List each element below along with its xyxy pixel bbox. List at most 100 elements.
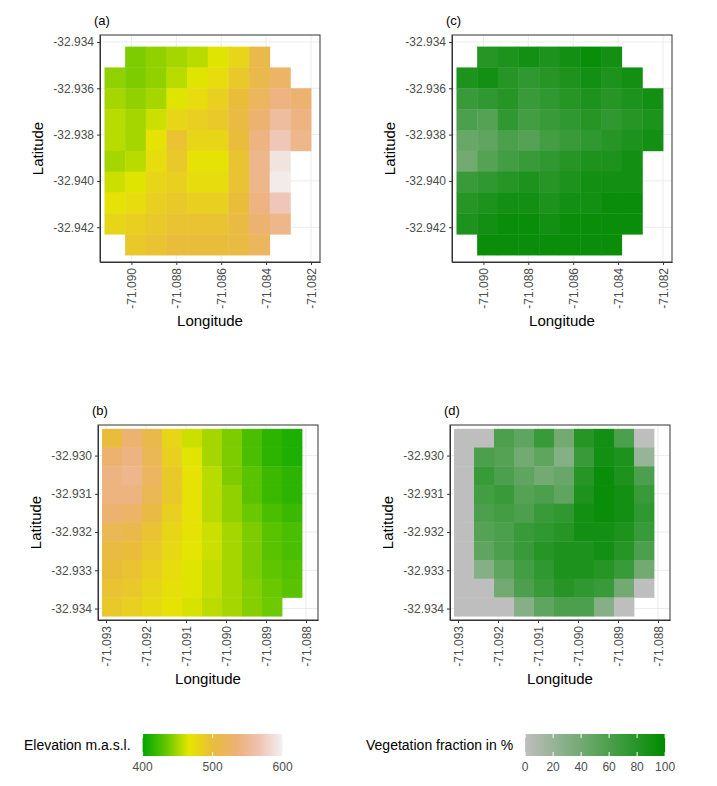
raster-cell (514, 541, 534, 560)
axis-line (453, 262, 673, 263)
raster-cell (162, 523, 182, 542)
tick-mark (447, 609, 450, 610)
panel-border (450, 425, 670, 620)
tick-mark (95, 609, 98, 610)
tick-mark (146, 620, 147, 623)
tick-label: -32.940 (53, 174, 94, 188)
raster-cell (222, 429, 242, 448)
axis-line (98, 426, 99, 621)
tick-mark (266, 620, 267, 623)
raster-cell (104, 172, 125, 193)
raster-cell (514, 448, 534, 467)
raster-cell (166, 109, 187, 130)
axis-title: Latitude (29, 122, 46, 175)
raster-cell (539, 130, 560, 151)
raster-cell (102, 579, 122, 598)
raster-cell (514, 485, 534, 504)
raster-cell (554, 466, 574, 485)
tick-label: -32.933 (403, 564, 444, 578)
raster-cell (574, 485, 594, 504)
raster-cell (125, 234, 146, 255)
tick: -71.090 (572, 620, 586, 667)
tick: -71.082 (305, 262, 319, 309)
raster-cell (642, 130, 663, 151)
raster-cell (498, 47, 519, 68)
raster-cell (554, 485, 574, 504)
colorbar-tick (282, 734, 283, 738)
raster-cell (146, 193, 167, 214)
panel-border (100, 35, 320, 262)
raster-cell (534, 466, 554, 485)
y-axis: -32.930-32.931-32.932-32.933-32.934 (51, 426, 98, 621)
raster-cell (208, 213, 229, 234)
raster-cell (162, 429, 182, 448)
raster-cell (102, 429, 122, 448)
raster-cell (634, 541, 654, 560)
raster-cell (614, 579, 634, 598)
colorbar-bar (143, 734, 283, 756)
raster-cell (474, 560, 494, 579)
raster-cell (560, 234, 581, 255)
plot-background (100, 35, 320, 262)
raster-cell (262, 560, 282, 579)
raster-cell (102, 466, 122, 485)
raster-cell (518, 130, 539, 151)
raster-cell (270, 193, 291, 214)
tick-label: -71.089 (260, 626, 274, 667)
raster-cell (122, 429, 142, 448)
raster-cell (262, 448, 282, 467)
raster-cell (222, 504, 242, 523)
raster-cell (166, 213, 187, 234)
tick-mark (498, 620, 499, 623)
raster-cell (554, 541, 574, 560)
raster-cell (539, 213, 560, 234)
raster-cell (634, 560, 654, 579)
raster-cell (614, 485, 634, 504)
raster-cell (162, 597, 182, 616)
tick-label: -32.934 (405, 35, 446, 49)
raster-cell (228, 109, 249, 130)
tick-mark (447, 456, 450, 457)
raster-cell (560, 109, 581, 130)
raster-cell (514, 466, 534, 485)
tick-label: -32.938 (53, 128, 94, 142)
raster-cell (601, 88, 622, 109)
raster-cell (202, 504, 222, 523)
raster-cell (182, 504, 202, 523)
raster-cell (580, 172, 601, 193)
tick-label: -71.088 (652, 626, 666, 667)
raster-cell (282, 541, 302, 560)
tick: -71.089 (612, 620, 626, 667)
raster-cell (122, 485, 142, 504)
raster-cell (498, 67, 519, 88)
tick: -32.942 (405, 221, 452, 235)
raster-cell (539, 109, 560, 130)
raster-cell (456, 130, 477, 151)
raster-cell (282, 429, 302, 448)
raster-cell (456, 88, 477, 109)
tick-mark (106, 620, 107, 623)
raster-cell (498, 193, 519, 214)
raster-cell (102, 560, 122, 579)
tick-mark (226, 620, 227, 623)
raster-cell (166, 47, 187, 68)
raster-cell (539, 67, 560, 88)
raster-cell (494, 541, 514, 560)
raster-cell (142, 579, 162, 598)
tick: -71.093 (100, 620, 114, 667)
raster-cell (142, 541, 162, 560)
raster-cell (249, 109, 270, 130)
raster-cell (187, 172, 208, 193)
raster-cell (456, 172, 477, 193)
raster-cell (534, 541, 554, 560)
tick-mark (578, 620, 579, 623)
raster-cell (634, 485, 654, 504)
tick-mark (306, 620, 307, 623)
raster-cell (282, 504, 302, 523)
raster-cell (622, 67, 643, 88)
raster-cell (187, 130, 208, 151)
panel-title: (c) (446, 13, 461, 28)
raster-cell (614, 466, 634, 485)
raster-cell (514, 504, 534, 523)
raster-cell (182, 560, 202, 579)
